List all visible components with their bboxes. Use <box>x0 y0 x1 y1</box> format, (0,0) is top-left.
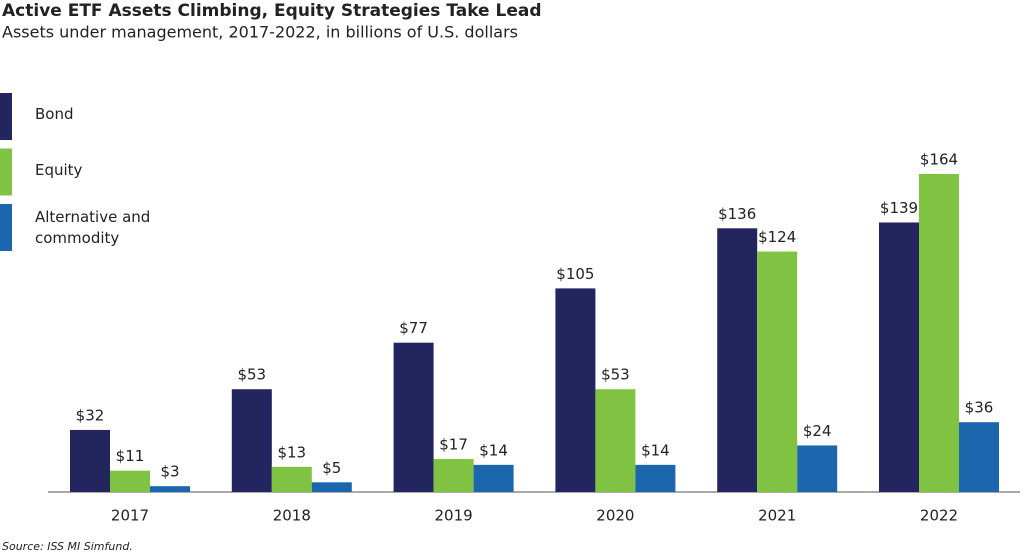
bar <box>919 174 959 492</box>
x-tick-label: 2017 <box>111 507 149 525</box>
bar <box>717 228 758 493</box>
bar <box>473 464 514 492</box>
chart-title: Active ETF Assets Climbing, Equity Strat… <box>2 1 542 21</box>
bar <box>757 251 798 492</box>
bar <box>110 470 150 492</box>
x-tick-label: 2022 <box>920 507 958 525</box>
bar <box>70 429 110 492</box>
data-label: $124 <box>758 228 796 246</box>
data-label: $14 <box>479 441 508 459</box>
data-label: $14 <box>641 441 670 459</box>
bar <box>879 222 919 492</box>
legend-swatch <box>0 93 12 140</box>
data-label: $53 <box>601 366 630 384</box>
data-label: $24 <box>803 422 832 440</box>
bar <box>555 288 596 492</box>
chart-subtitle: Assets under management, 2017-2022, in b… <box>2 23 518 42</box>
bar <box>797 445 838 492</box>
x-tick-label: 2021 <box>758 507 796 525</box>
data-label: $136 <box>718 205 756 223</box>
data-label: $139 <box>880 199 918 217</box>
legend-label: Bond <box>35 105 74 123</box>
x-tick-label: 2020 <box>596 507 634 525</box>
bar <box>595 389 636 492</box>
data-label: $32 <box>76 406 105 424</box>
bar <box>271 466 312 492</box>
source-note: Source: ISS MI Simfund. <box>2 540 133 553</box>
x-tick-label: 2018 <box>273 507 311 525</box>
legend-swatch <box>0 148 12 196</box>
data-label: $105 <box>556 265 594 283</box>
bar <box>635 464 676 492</box>
bar <box>311 482 352 492</box>
data-label: $3 <box>160 463 179 481</box>
bar <box>231 389 272 492</box>
data-label: $5 <box>322 459 341 477</box>
bar <box>959 422 999 492</box>
legend-swatch <box>0 204 12 251</box>
data-label: $17 <box>439 436 468 454</box>
data-label: $164 <box>920 151 958 169</box>
legend-label: Equity <box>35 160 83 179</box>
data-label: $11 <box>116 447 145 465</box>
data-label: $53 <box>237 366 266 384</box>
legend-label: Alternative and commodity <box>35 208 151 247</box>
bar <box>393 342 434 492</box>
bar <box>150 486 190 492</box>
data-label: $77 <box>399 319 428 337</box>
bar <box>433 459 474 492</box>
x-tick-label: 2019 <box>435 507 473 525</box>
data-label: $36 <box>965 399 994 417</box>
data-label: $13 <box>277 443 306 461</box>
